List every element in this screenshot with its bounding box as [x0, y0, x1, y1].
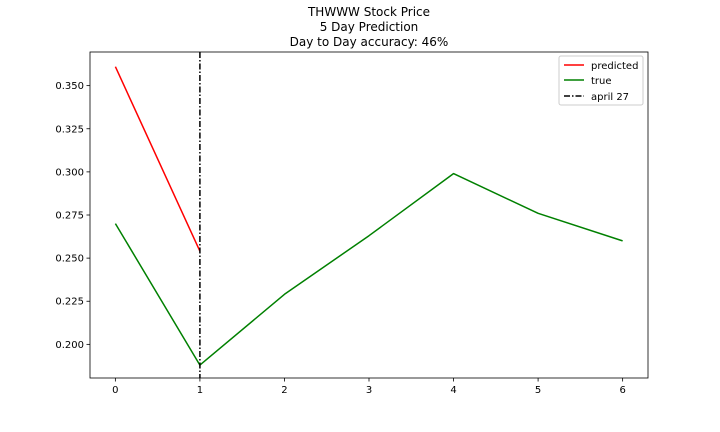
x-tick-label: 2 [281, 385, 287, 396]
y-tick-label: 0.250 [55, 254, 84, 265]
legend-label-predicted: predicted [591, 61, 638, 72]
y-tick-label: 0.300 [55, 167, 84, 178]
axes: 0 1 2 3 4 5 6 0.200 0.225 0.250 0.275 0.300 0.325 0.3… [55, 51, 649, 396]
series-line-predicted [114, 66, 201, 252]
y-tick-label: 0.275 [55, 211, 84, 222]
series-line-true [114, 172, 623, 366]
x-tick-label: 4 [450, 385, 456, 396]
legend: predicted true april 27 [558, 55, 644, 106]
x-tick-label: 5 [535, 385, 541, 396]
chart-title-line-3: Day to Day accuracy: 46% [290, 35, 449, 49]
legend-label-april-27: april 27 [591, 92, 629, 103]
chart-title-line-2: 5 Day Prediction [320, 20, 419, 34]
y-tick-label: 0.225 [55, 297, 84, 308]
plot-area [114, 52, 623, 378]
legend-box [558, 55, 644, 106]
y-tick-label: 0.200 [55, 340, 84, 351]
legend-label-true: true [591, 76, 612, 87]
y-tick-label: 0.350 [55, 81, 84, 92]
chart-title-line-1: THWWW Stock Price [307, 5, 430, 19]
x-tick-label: 0 [112, 385, 118, 396]
x-tick-label: 1 [197, 385, 203, 396]
x-tick-label: 3 [366, 385, 372, 396]
x-tick-label: 6 [619, 385, 625, 396]
y-tick-label: 0.325 [55, 124, 84, 135]
